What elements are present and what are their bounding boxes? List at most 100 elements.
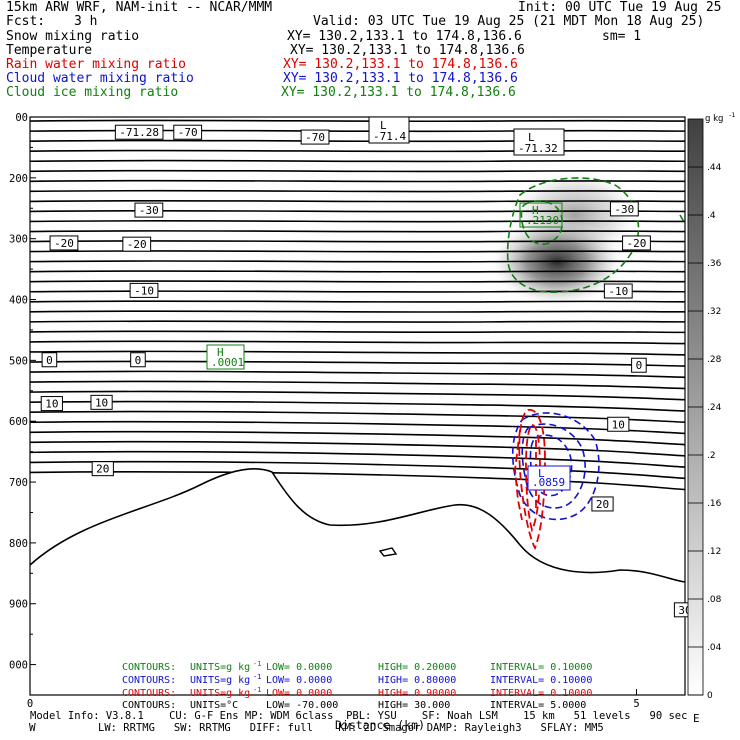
temperature-contour [30, 199, 685, 203]
temperature-label: 0 [631, 357, 647, 373]
temperature-contour [30, 250, 685, 253]
temperature-label-text: 20 [96, 463, 109, 476]
contour-info-units: UNITS=g kg [190, 688, 250, 699]
colorbar: 0 .04 .08 .12 .16 .2 .24 .28 .32 .36 .4 .44 g kg -1 [687, 111, 735, 701]
cloud-ice-contour-inner [520, 200, 564, 245]
cloud-ice-contour-outer [506, 177, 640, 293]
y-tick-label: 700 [9, 477, 28, 489]
y-tick-label: 400 [9, 295, 28, 307]
temperature-contour [30, 139, 685, 143]
temperature-label: -71.28 [114, 124, 164, 140]
axis-end-east: E [693, 712, 700, 725]
temperature-contour [30, 410, 685, 423]
temperature-contour [30, 420, 685, 435]
temperature-contour [30, 230, 685, 233]
cloud-ice-contour-edge [679, 214, 685, 223]
contour-info-row: CONTOURS: UNITS=g kg LOW= 0.0000 HIGH= 0.20… [122, 660, 592, 673]
y-tick-label: 000 [9, 660, 28, 672]
contour-info-label: CONTOURS: [122, 688, 176, 699]
colorbar-tick-label: .32 [707, 307, 721, 317]
field-name-snow: Snow mixing ratio [6, 29, 140, 44]
contour-info-label: CONTOURS: [122, 675, 176, 686]
contour-info-low: LOW= 0.0000 [266, 688, 332, 699]
temperature-contour [30, 290, 685, 293]
extremum-high-ice-min: H .0001 [206, 344, 245, 370]
temperature-contour [30, 350, 685, 356]
temperature-contour [30, 440, 685, 457]
rain-water-contour-2 [525, 424, 541, 533]
field-name-cloud-water: Cloud water mixing ratio [6, 71, 194, 86]
temperature-label: -10 [129, 282, 159, 298]
field-smooth-snow: sm= 1 [602, 29, 642, 44]
axis-end-west: W [29, 721, 36, 734]
temperature-contour [30, 450, 685, 468]
cloud-water-contour-1 [511, 412, 600, 521]
field-name-rain: Rain water mixing ratio [6, 57, 187, 72]
temperature-label-text: -71.28 [119, 126, 159, 139]
temperature-contour [30, 310, 685, 313]
y-tick-label: 500 [9, 355, 28, 367]
temperature-label: -20 [622, 235, 651, 251]
temperature-label: -20 [122, 236, 152, 252]
temperature-label: 20 [591, 496, 614, 512]
extremum-low-water-value: .0859 [532, 476, 565, 489]
temperature-label: -70 [300, 129, 330, 145]
extremum-low-water: L .0859 [527, 465, 571, 491]
field-xy-snow: XY= 130.2,133.1 to 174.8,136.6 [287, 29, 522, 44]
temperature-label: -20 [49, 235, 79, 251]
contour-info-high: HIGH= 30.000 [378, 700, 450, 711]
plot-frame [29, 116, 686, 696]
temperature-contour [30, 360, 685, 367]
y-tick-label: 200 [9, 173, 28, 185]
y-tick-label: 300 [9, 234, 28, 246]
temperature-contour [30, 471, 685, 491]
contour-info-label: CONTOURS: [122, 662, 176, 673]
contour-info-interval: INTERVAL= 5.0000 [490, 700, 586, 711]
contour-info-units-exp: -1 [253, 660, 261, 668]
forecast-hour: 3 h [74, 14, 98, 29]
temperature-contour [30, 159, 685, 163]
contour-info-label: CONTOURS: [122, 700, 176, 711]
temperature-label-text: 0 [636, 359, 643, 372]
temperature-contour [30, 320, 685, 323]
colorbar-tick-label: .36 [707, 259, 722, 269]
temperature-contour [30, 340, 685, 345]
extremum-low-2-value: -71.32 [518, 142, 558, 155]
temperature-label: -70 [173, 124, 203, 140]
colorbar-tick-label: .2 [707, 451, 716, 461]
field-xy-temperature: XY= 130.2,133.1 to 174.8,136.6 [290, 43, 525, 58]
temperature-contour [30, 270, 685, 273]
contour-info-row: CONTOURS: UNITS=g kg LOW= 0.0000 HIGH= 0.90… [122, 686, 592, 699]
y-axis: 00 200 300 400 500 600 700 800 900 000 [9, 112, 36, 672]
temperature-contour [30, 460, 685, 480]
field-name-temperature: Temperature [6, 43, 93, 58]
field-xy-rain: XY= 130.2,133.1 to 174.8,136.6 [283, 57, 518, 72]
extremum-low-1-value: -71.4 [373, 130, 406, 143]
extremum-high-ice-value: .2130 [526, 214, 559, 227]
temperature-label-text: -20 [127, 238, 147, 251]
colorbar-tick-label: .08 [707, 595, 722, 605]
temperature-contour [30, 400, 685, 412]
temperature-contour [30, 119, 685, 123]
contour-info-units: UNITS=°C [190, 700, 238, 711]
colorbar-tick-label: 0 [707, 691, 713, 701]
colorbar-tick-label: .12 [707, 547, 721, 557]
field-xy-cloud-water: XY= 130.2,133.1 to 174.8,136.6 [283, 71, 518, 86]
temperature-label-text: -10 [608, 285, 628, 298]
temperature-label: -30 [609, 201, 639, 217]
field-xy-cloud-ice: XY= 130.2,133.1 to 174.8,136.6 [281, 85, 516, 100]
temperature-label-text: 10 [45, 398, 58, 411]
contour-info-row: CONTOURS: UNITS=°C LOW= -70.000 HIGH= 30.00… [122, 700, 586, 711]
temperature-label-text: 10 [612, 418, 625, 431]
temperature-label-text: 0 [46, 354, 53, 367]
x-tick-label: 0 [27, 698, 33, 710]
temperature-label-text: -20 [627, 237, 647, 250]
temperature-label-text: 0 [135, 354, 142, 367]
extremum-high-ice-min-type: H [217, 346, 224, 359]
temperature-contour [30, 149, 685, 153]
contour-info-interval: INTERVAL= 0.10000 [490, 662, 592, 673]
temperature-contour [30, 330, 685, 334]
temperature-label: -30 [134, 202, 164, 218]
temperature-contour [30, 380, 685, 390]
